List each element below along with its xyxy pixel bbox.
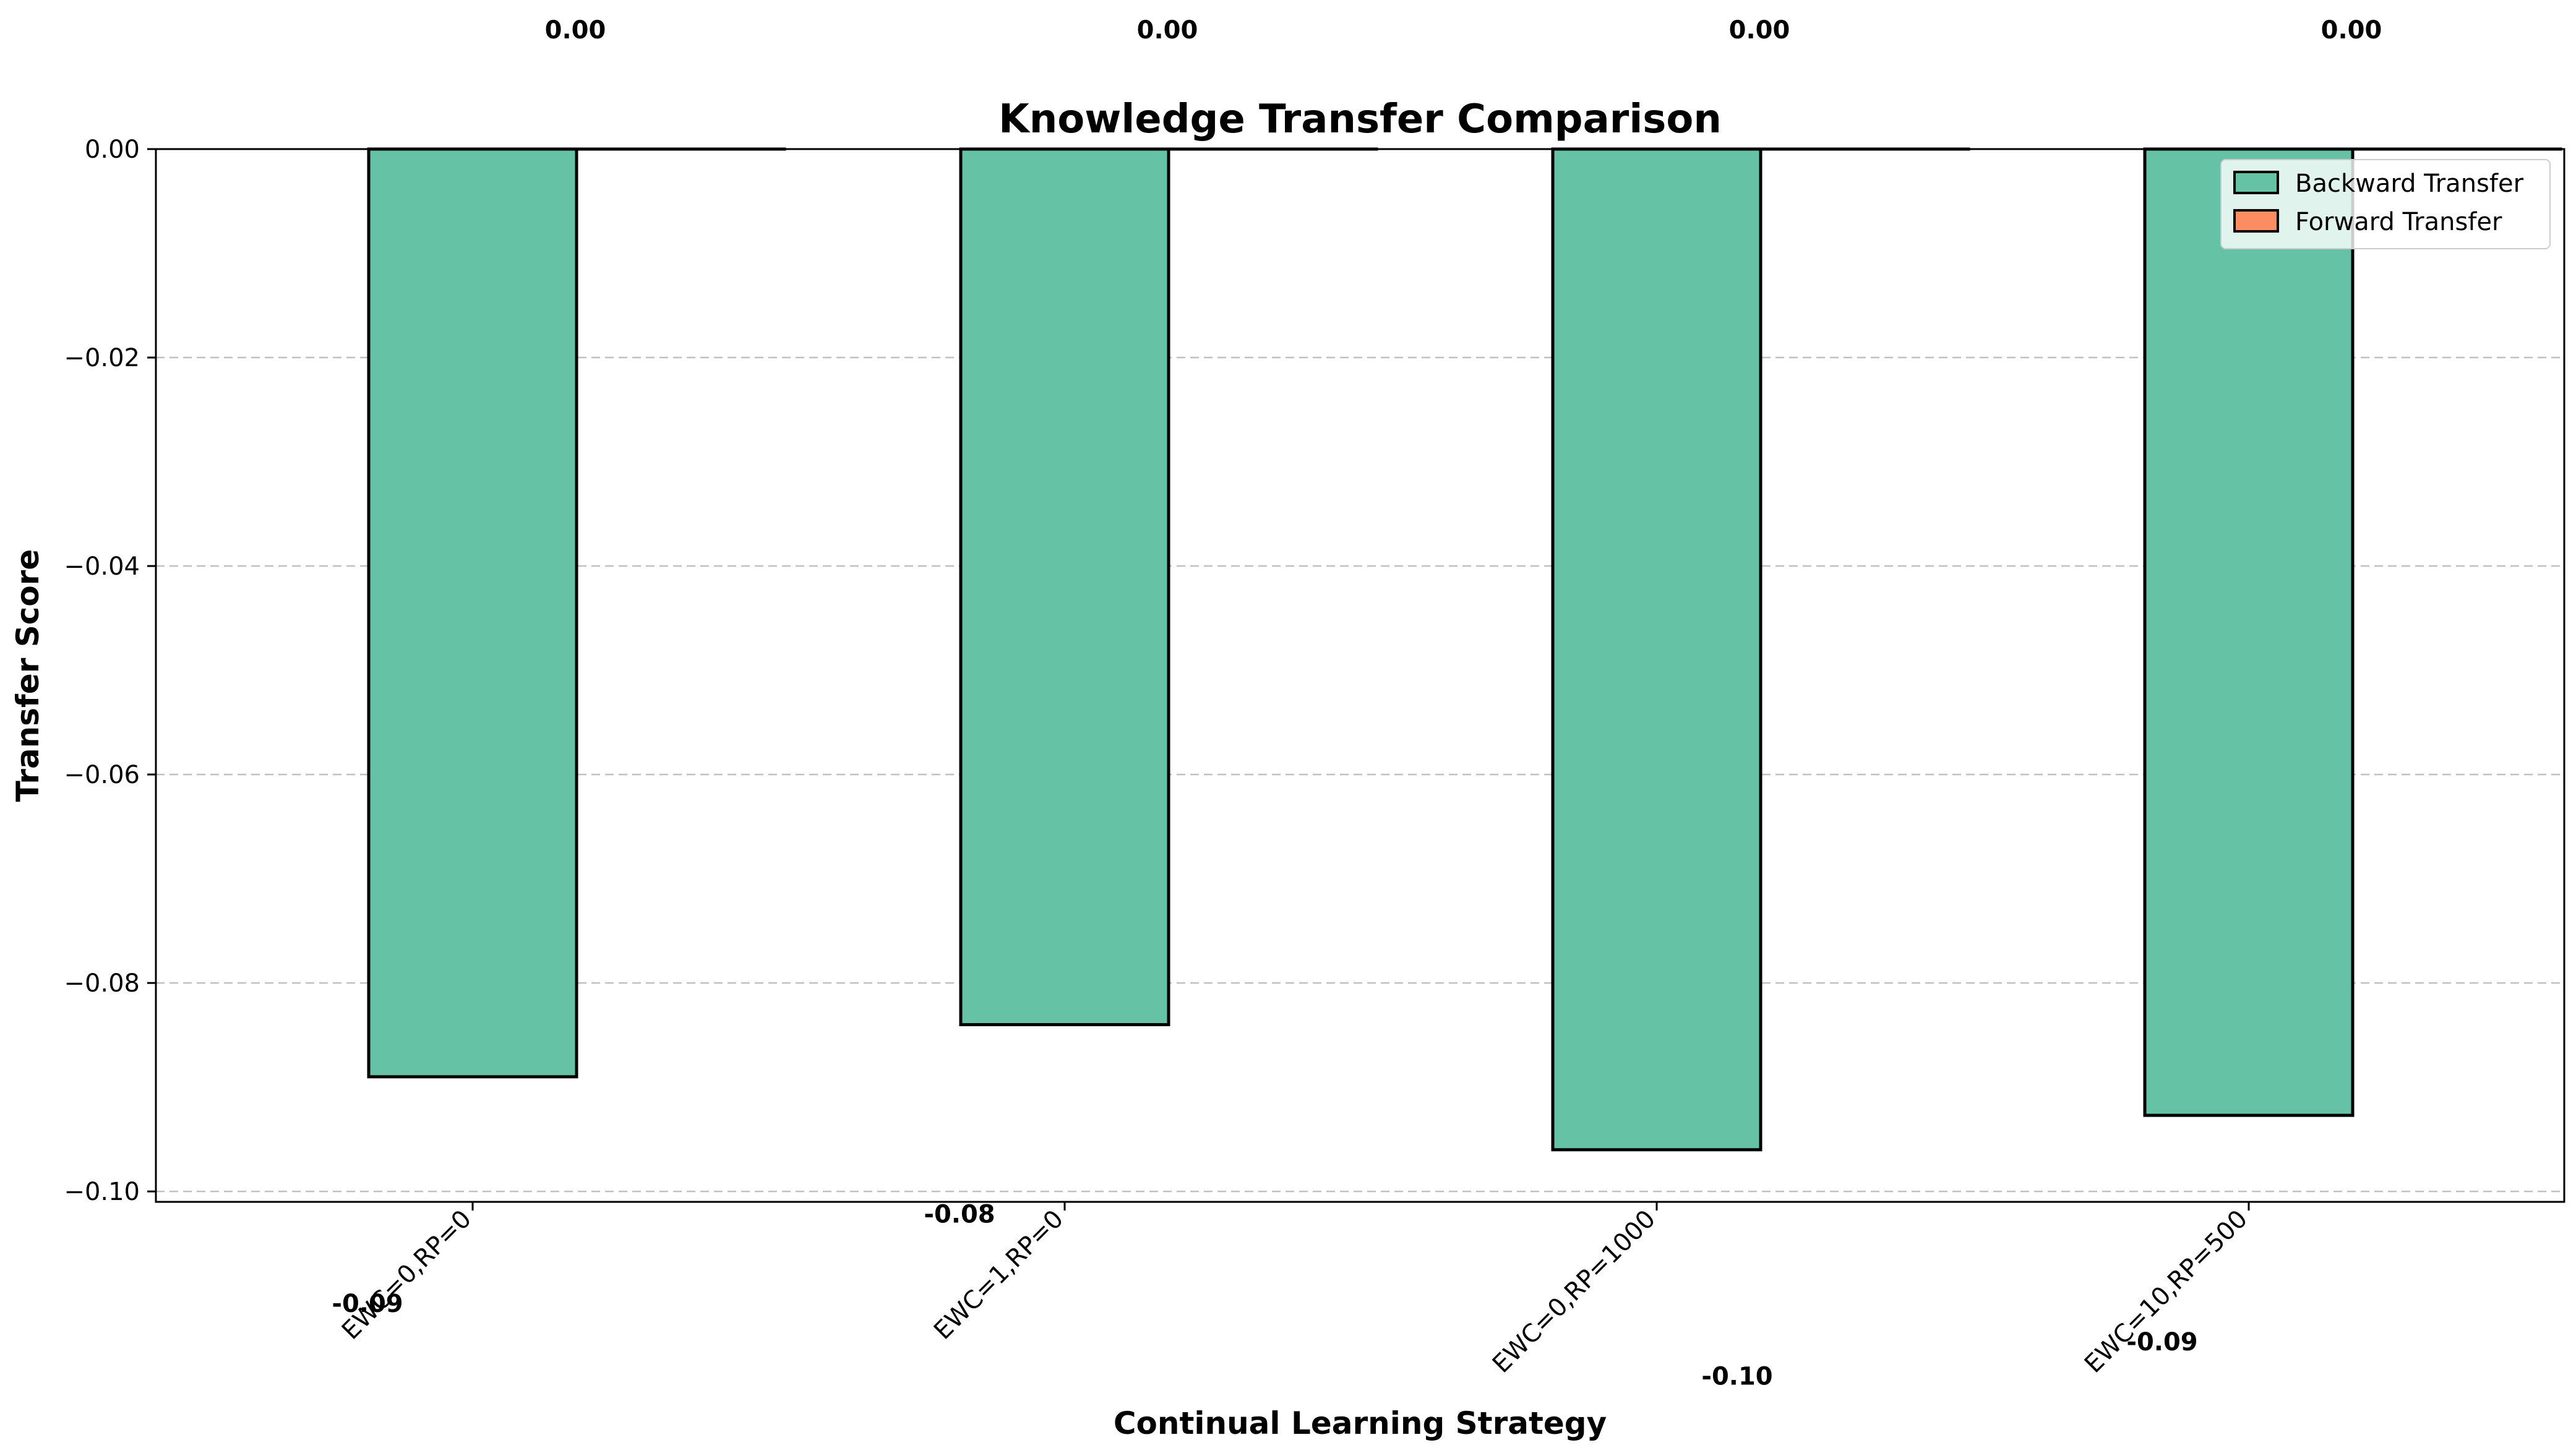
x-axis-label: Continual Learning Strategy (1114, 1405, 1607, 1441)
chart-title: Knowledge Transfer Comparison (998, 96, 1722, 142)
legend-swatch-forward-transfer (2233, 209, 2279, 233)
y-tick-label: −0.02 (64, 344, 140, 372)
value-label-forward-ewc-0-rp-0: 0.00 (545, 16, 606, 45)
value-label-forward-ewc-1-rp-0: 0.00 (1137, 16, 1198, 45)
value-label-forward-ewc-0-rp-1000: 0.00 (1729, 16, 1790, 45)
y-tick-label: −0.06 (64, 761, 140, 789)
y-tick-label: −0.10 (64, 1178, 140, 1206)
legend: Backward Transfer Forward Transfer (2220, 159, 2551, 249)
bar-backward-transfer-ewc-10-rp-500 (2143, 147, 2355, 1117)
value-label-backward-ewc-1-rp-0: -0.08 (924, 1201, 995, 1229)
y-axis-label: Transfer Score (10, 549, 46, 802)
bar-backward-transfer-ewc-1-rp-0 (959, 147, 1170, 1027)
legend-box (2220, 159, 2551, 249)
value-label-backward-ewc-0-rp-1000: -0.10 (1701, 1363, 1772, 1391)
bar-backward-transfer-ewc-0-rp-1000 (1551, 147, 1762, 1152)
legend-label-backward-transfer: Backward Transfer (2295, 169, 2524, 198)
legend-label-forward-transfer: Forward Transfer (2295, 208, 2502, 236)
value-label-forward-ewc-10-rp-500: 0.00 (2321, 16, 2382, 45)
bar-backward-transfer-ewc-0-rp-0 (367, 147, 578, 1079)
y-tick-label: −0.04 (64, 552, 140, 581)
bars (367, 147, 2562, 1152)
y-tick-label: 0.00 (85, 135, 140, 164)
legend-swatch-backward-transfer (2233, 171, 2279, 194)
value-label-backward-ewc-0-rp-0: -0.09 (332, 1290, 403, 1318)
plot-frame (155, 148, 2565, 1203)
value-labels: -0.09 0.00 -0.08 0.00 -0.10 0.00 -0.09 0.00 (332, 16, 2382, 1391)
y-tick-label: −0.08 (64, 969, 140, 998)
value-label-backward-ewc-10-rp-500: -0.09 (2126, 1328, 2197, 1357)
